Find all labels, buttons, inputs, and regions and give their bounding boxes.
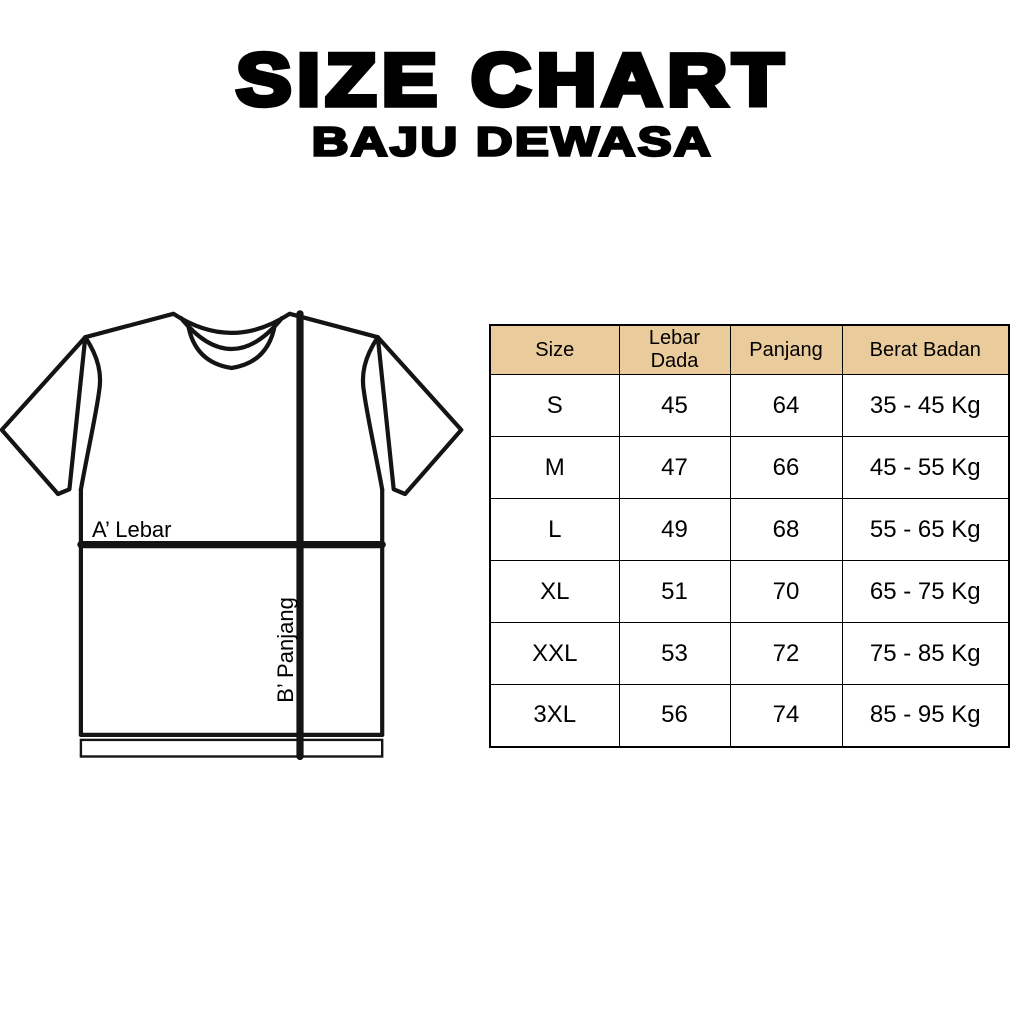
svg-text:A’ Lebar: A’ Lebar bbox=[92, 517, 172, 542]
svg-text:B’ Panjang: B’ Panjang bbox=[273, 597, 298, 703]
